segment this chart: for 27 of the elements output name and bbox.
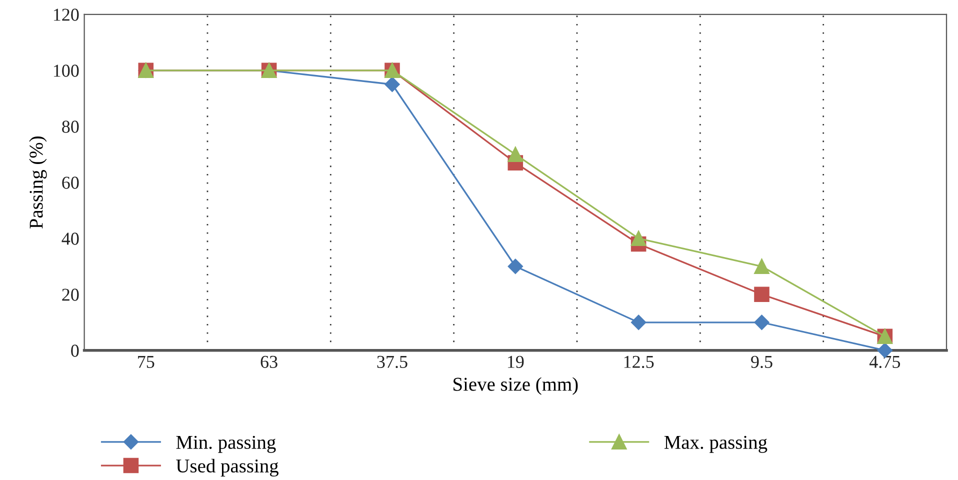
x-tick-label: 63 xyxy=(260,356,278,368)
x-tick-label: 9.5 xyxy=(751,356,772,368)
legend-label: Used passing xyxy=(176,458,278,477)
point xyxy=(508,258,523,274)
x-axis-title: Sieve size (mm) xyxy=(454,377,578,395)
legend-label: Max. passing xyxy=(664,436,768,453)
point xyxy=(754,286,770,302)
x-tick-label: 19 xyxy=(508,356,524,368)
legend-label: Min. passing xyxy=(176,436,276,453)
point xyxy=(754,258,770,274)
y-tick-label: 40 xyxy=(62,232,79,245)
x-tick-label: 75 xyxy=(138,356,154,368)
point xyxy=(754,314,770,330)
y-tick-label: 100 xyxy=(54,64,79,77)
y-tick-label: 60 xyxy=(62,176,79,189)
x-tick-label: 4.75 xyxy=(869,356,900,368)
point xyxy=(508,146,524,162)
x-tick-label: 37.5 xyxy=(377,356,408,368)
y-tick-label: 120 xyxy=(54,8,79,21)
y-axis-title: Passing (%) xyxy=(29,136,47,229)
point xyxy=(631,314,646,330)
point xyxy=(630,230,646,246)
point xyxy=(384,76,400,92)
y-tick-label: 20 xyxy=(62,288,79,301)
x-tick-label: 12.5 xyxy=(624,356,654,368)
y-tick-label: 0 xyxy=(71,344,79,357)
y-tick-label: 80 xyxy=(62,120,79,133)
